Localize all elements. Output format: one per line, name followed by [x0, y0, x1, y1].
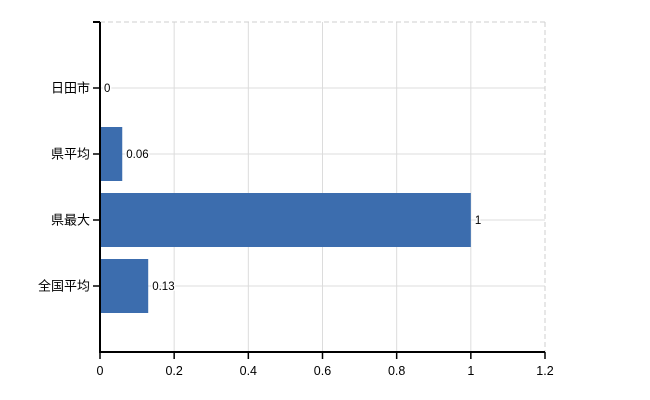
bar: [100, 127, 123, 181]
bar: [100, 259, 149, 313]
x-tick-label: 0.4: [240, 364, 257, 378]
value-label: 1: [475, 215, 481, 227]
value-label: 0.06: [126, 149, 148, 161]
x-tick-label: 0.2: [165, 364, 182, 378]
category-label: 県平均: [51, 147, 90, 162]
category-label: 日田市: [51, 81, 90, 96]
x-tick-label: 0: [97, 364, 104, 378]
x-tick-label: 1.2: [536, 364, 553, 378]
bar: [100, 193, 471, 247]
category-label: 全国平均: [38, 279, 90, 294]
value-label: 0: [104, 83, 110, 95]
x-tick-label: 1: [467, 364, 474, 378]
x-tick-label: 0.8: [388, 364, 405, 378]
x-tick-label: 0.6: [314, 364, 331, 378]
category-label: 県最大: [51, 213, 90, 228]
value-label: 0.13: [152, 281, 174, 293]
